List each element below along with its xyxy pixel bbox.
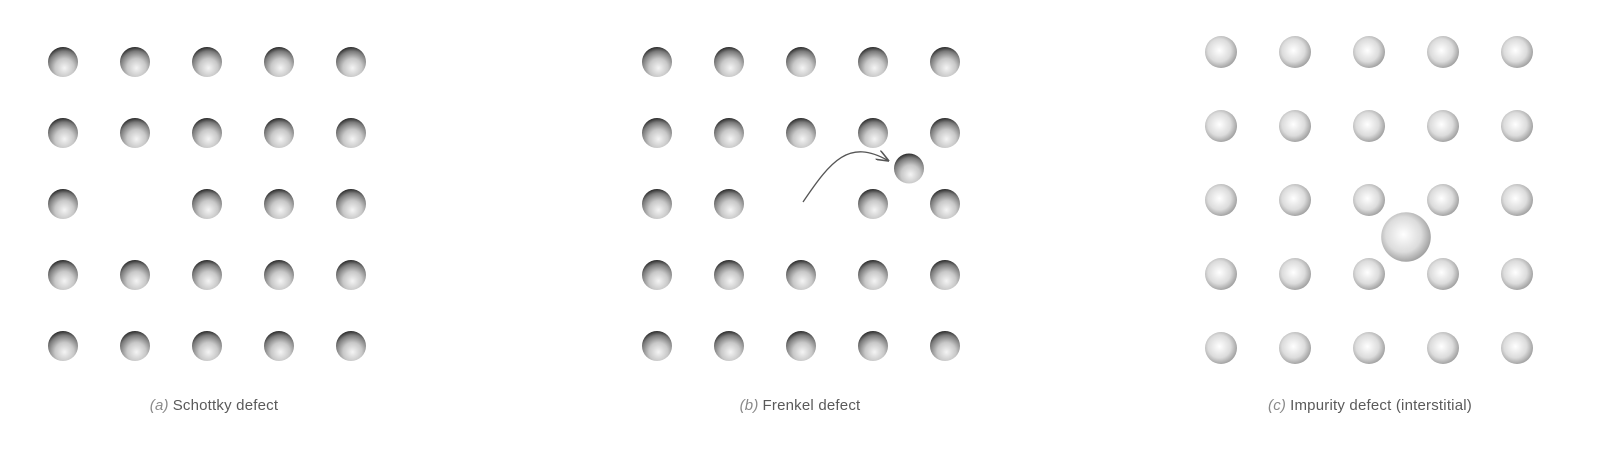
- atom: [1501, 36, 1533, 68]
- atom: [642, 118, 672, 148]
- atom: [1427, 110, 1459, 142]
- atom: [1205, 258, 1237, 290]
- atom: [1501, 258, 1533, 290]
- atom: [642, 189, 672, 219]
- atom: [120, 331, 150, 361]
- atom: [48, 260, 78, 290]
- atom: [930, 331, 960, 361]
- atom: [642, 331, 672, 361]
- atom: [192, 189, 222, 219]
- atom: [930, 118, 960, 148]
- caption-tag: (c): [1268, 397, 1287, 414]
- caption-tag: (b): [739, 397, 759, 414]
- atom: [48, 47, 78, 77]
- atom: [714, 47, 744, 77]
- atom: [930, 260, 960, 290]
- atom: [336, 118, 366, 148]
- atom: [1427, 332, 1459, 364]
- displacement-arrow: [802, 152, 888, 203]
- atom: [336, 189, 366, 219]
- atom: [1501, 184, 1533, 216]
- atom: [1353, 332, 1385, 364]
- atom: [48, 118, 78, 148]
- atom: [120, 118, 150, 148]
- atom: [1205, 36, 1237, 68]
- impurity-atom: [1381, 212, 1431, 262]
- panel-impurity: [1205, 36, 1533, 364]
- atom: [714, 260, 744, 290]
- atom: [336, 331, 366, 361]
- atom: [264, 189, 294, 219]
- caption-schottky: (a) Schottky defect: [150, 397, 279, 414]
- atom: [858, 47, 888, 77]
- caption-title: Frenkel defect: [762, 397, 861, 414]
- atom: [714, 331, 744, 361]
- atom: [858, 118, 888, 148]
- caption-frenkel: (b) Frenkel defect: [740, 397, 861, 414]
- atom: [1427, 36, 1459, 68]
- atom: [930, 189, 960, 219]
- atom: [786, 118, 816, 148]
- caption-title: Schottky defect: [172, 397, 279, 414]
- caption-title: Impurity defect (interstitial): [1290, 397, 1472, 414]
- panel-frenkel: [642, 47, 960, 361]
- atom: [642, 47, 672, 77]
- atom: [930, 47, 960, 77]
- atom: [858, 260, 888, 290]
- atom: [1279, 258, 1311, 290]
- atom: [858, 189, 888, 219]
- caption-impurity: (c) Impurity defect (interstitial): [1268, 397, 1472, 414]
- atom: [1279, 36, 1311, 68]
- atom: [1427, 258, 1459, 290]
- caption-tag: (a): [149, 397, 169, 414]
- atom: [1279, 184, 1311, 216]
- atom: [1501, 332, 1533, 364]
- atom: [1427, 184, 1459, 216]
- atom: [1205, 184, 1237, 216]
- atom: [192, 260, 222, 290]
- atom: [1353, 36, 1385, 68]
- atom: [192, 118, 222, 148]
- atom: [264, 331, 294, 361]
- atom: [48, 331, 78, 361]
- atom: [192, 331, 222, 361]
- atom: [642, 260, 672, 290]
- atom: [786, 47, 816, 77]
- atom: [786, 260, 816, 290]
- atom: [336, 47, 366, 77]
- atom: [1501, 110, 1533, 142]
- atom: [336, 260, 366, 290]
- atom: [120, 260, 150, 290]
- atom: [1353, 258, 1385, 290]
- atom: [714, 118, 744, 148]
- panel-schottky: [48, 47, 366, 361]
- atom: [48, 189, 78, 219]
- atom: [858, 331, 888, 361]
- atom: [1279, 110, 1311, 142]
- atom: [264, 260, 294, 290]
- atom: [192, 47, 222, 77]
- atom: [1205, 110, 1237, 142]
- atom: [120, 47, 150, 77]
- atom: [264, 118, 294, 148]
- atom: [1279, 332, 1311, 364]
- atom: [714, 189, 744, 219]
- atom: [1353, 110, 1385, 142]
- atom: [1353, 184, 1385, 216]
- displaced-atom: [894, 153, 924, 184]
- atom: [1205, 332, 1237, 364]
- atom: [786, 331, 816, 361]
- atom: [264, 47, 294, 77]
